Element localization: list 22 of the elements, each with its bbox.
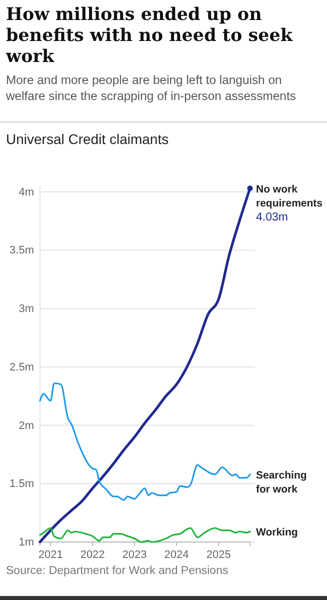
line-series — [39, 527, 251, 543]
chart-title: How millions ended up on benefits with no need to seek work — [5, 5, 294, 67]
x-tick-label: 2024 — [164, 548, 189, 561]
x-tick-label: 2023 — [122, 548, 147, 561]
y-axis-title: Universal Credit claimants — [6, 131, 169, 147]
series-label: No work requirements — [256, 183, 323, 210]
x-tick-label: 2021 — [38, 548, 63, 561]
x-tick-label: 2025 — [206, 548, 231, 561]
line-series — [39, 382, 251, 501]
y-tick-label: 2.5m — [10, 361, 34, 374]
source-note: Source: Department for Work and Pensions — [6, 565, 228, 577]
y-tick-label: 3m — [18, 303, 34, 316]
y-tick-label: 1.5m — [10, 478, 34, 490]
y-tick-label: 4m — [18, 186, 34, 198]
x-tick-label: 2022 — [80, 548, 105, 561]
chart-subtitle: More and more people are being left to languish on welfare since the scrapping of in-person assessments — [5, 73, 296, 103]
series-label: Searching for work — [256, 469, 307, 496]
y-tick-label: 3.5m — [10, 244, 34, 257]
data-label: 4.03m — [256, 211, 288, 224]
y-tick-label: 1m — [18, 536, 34, 549]
y-tick-label: 2m — [18, 420, 34, 432]
series-label: Working — [256, 526, 298, 538]
